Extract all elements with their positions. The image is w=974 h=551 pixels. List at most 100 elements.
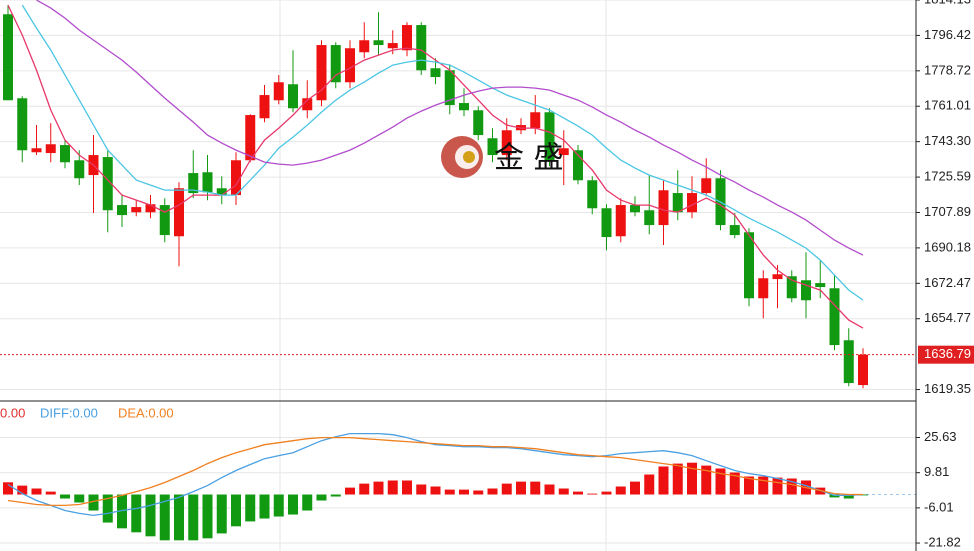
y-tick-label: 1725.59	[924, 169, 971, 184]
y-tick-label: 1814.13	[924, 0, 971, 6]
candle-body	[145, 204, 156, 213]
macd-bar	[31, 488, 42, 495]
macd-bar	[601, 491, 612, 495]
candle-body	[430, 68, 441, 78]
candle-body	[117, 205, 127, 216]
macd-bar	[159, 494, 170, 541]
y-tick-label: -6.01	[924, 499, 954, 514]
y-tick-label: 1707.89	[924, 204, 971, 219]
last-price-label: 1636.79	[924, 346, 971, 361]
legend-macd: 0.00	[0, 405, 25, 420]
candle-body	[701, 178, 712, 194]
macd-bar	[615, 486, 626, 495]
candle-body	[786, 276, 797, 299]
logo	[463, 151, 475, 163]
macd-bar	[117, 494, 127, 529]
macd-bar	[744, 476, 754, 495]
candle-body	[858, 354, 868, 386]
macd-bar	[687, 462, 697, 495]
macd-bar	[416, 484, 427, 495]
macd-bar	[74, 494, 85, 503]
series-line	[7, 436, 863, 507]
y-tick-label: -21.82	[924, 534, 961, 549]
candle-body	[416, 25, 427, 71]
candle-body	[601, 208, 612, 238]
macd-bar	[402, 480, 412, 495]
macd-bar	[729, 472, 740, 495]
candle-body	[772, 274, 783, 280]
watermark-text: 金 盛	[494, 141, 564, 176]
candle-body	[231, 160, 241, 196]
y-tick-label: 1743.30	[924, 133, 971, 148]
candle-body	[202, 172, 213, 193]
macd-bar	[345, 487, 355, 495]
macd-bar	[17, 485, 28, 495]
candle-body	[501, 130, 512, 156]
candle-body	[687, 193, 697, 213]
candle-body	[74, 160, 85, 179]
macd-bar	[487, 488, 498, 495]
y-tick-label: 1796.42	[924, 27, 971, 42]
candle-body	[359, 40, 370, 53]
candle-body	[444, 70, 455, 106]
candle-body	[174, 188, 184, 237]
candle-body	[473, 110, 484, 136]
legend-diff: DIFF:0.00	[40, 405, 98, 420]
macd-bar	[444, 489, 455, 495]
candle-body	[188, 173, 199, 194]
macd-bar	[473, 490, 484, 495]
macd-bar	[630, 481, 640, 495]
candle-body	[330, 45, 341, 83]
macd-bar	[231, 494, 241, 527]
candle-body	[245, 115, 256, 161]
macd-bar	[359, 483, 370, 495]
legend-dea: DEA:0.00	[118, 405, 174, 420]
series-line	[7, 4, 864, 329]
candle-body	[487, 138, 498, 156]
macd-bar	[288, 494, 298, 515]
macd-bar	[644, 474, 655, 495]
macd-bar	[701, 465, 712, 495]
macd-bar	[573, 491, 583, 495]
candle-body	[131, 207, 142, 213]
candle-body	[216, 188, 227, 196]
candle-body	[829, 288, 840, 346]
candle-body	[159, 205, 170, 236]
macd-bar	[758, 476, 769, 495]
macd-bar	[672, 463, 683, 495]
candle-body	[459, 103, 469, 111]
candle-body	[102, 157, 113, 211]
macd-bar	[273, 494, 284, 517]
series-line	[7, 432, 864, 517]
series-line	[36, 0, 864, 256]
candle-body	[544, 112, 555, 161]
y-tick-label: 1690.18	[924, 239, 971, 254]
macd-bar	[174, 494, 184, 541]
y-tick-label: 1778.72	[924, 62, 971, 77]
macd-bar	[131, 494, 142, 533]
y-tick-label: 25.63	[924, 429, 957, 444]
candle-body	[658, 190, 669, 226]
candle-body	[3, 14, 13, 101]
last-price-box	[918, 345, 974, 364]
candle-body	[302, 98, 313, 111]
macd-bar	[658, 466, 669, 495]
macd-bar	[316, 494, 327, 501]
macd-bar	[544, 484, 555, 495]
candle-body	[530, 112, 541, 129]
macd-bar	[202, 494, 213, 539]
y-tick-label: 1654.77	[924, 310, 971, 325]
macd-bar	[530, 481, 541, 495]
macd-bar	[459, 489, 469, 495]
y-tick-label: 1672.47	[924, 275, 971, 290]
macd-bar	[302, 494, 313, 511]
candle-body	[345, 48, 355, 83]
candle-body	[273, 82, 284, 101]
candle-body	[288, 84, 298, 109]
candle-body	[373, 40, 384, 46]
candle-body	[587, 180, 598, 209]
series-line	[21, 4, 864, 301]
macd-bar	[330, 494, 341, 497]
macd-bar	[786, 478, 797, 495]
macd-bar	[145, 494, 156, 537]
